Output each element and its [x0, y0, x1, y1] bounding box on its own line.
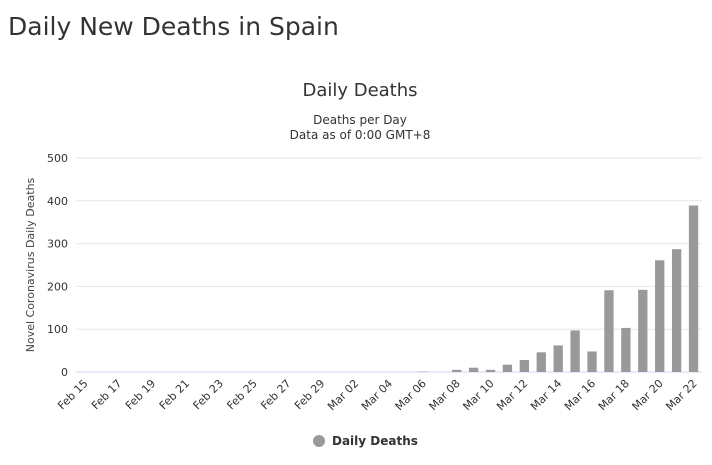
x-tick-label: Mar 14 — [528, 377, 564, 413]
x-tick-label: Mar 12 — [494, 377, 530, 413]
bar[interactable] — [604, 290, 614, 372]
x-tick-label: Feb 17 — [89, 377, 124, 412]
x-tick-label: Mar 04 — [359, 377, 395, 413]
bar[interactable] — [688, 205, 699, 372]
y-tick-label: 400 — [47, 195, 68, 208]
gridlines — [76, 157, 702, 373]
y-tick-label: 100 — [47, 323, 68, 336]
chart-subtitle-line-1: Deaths per Day — [313, 113, 407, 127]
bar[interactable] — [452, 369, 462, 372]
legend-label[interactable]: Daily Deaths — [332, 434, 418, 448]
x-tick-label: Mar 20 — [630, 377, 666, 413]
y-tick-label: 500 — [47, 152, 68, 165]
x-tick-label: Mar 02 — [325, 377, 361, 413]
x-tick-label: Feb 29 — [292, 377, 327, 412]
bar[interactable] — [655, 260, 665, 372]
bar[interactable] — [638, 289, 648, 372]
x-tick-label: Mar 06 — [393, 377, 429, 413]
x-tick-label: Feb 23 — [191, 377, 226, 412]
bar[interactable] — [671, 249, 682, 372]
y-tick-label: 200 — [47, 280, 68, 293]
bar[interactable] — [536, 352, 546, 372]
y-tick-label: 0 — [61, 366, 68, 379]
bar[interactable] — [502, 364, 513, 372]
y-tick-labels: 0 100 200 300 400 500 — [47, 152, 68, 379]
x-tick-label: Mar 18 — [596, 377, 632, 413]
x-tick-label: Feb 19 — [123, 377, 158, 412]
chart-title: Daily Deaths — [302, 80, 417, 101]
bar[interactable] — [587, 351, 597, 372]
legend[interactable]: Daily Deaths — [313, 434, 418, 448]
x-tick-label: Feb 15 — [55, 377, 90, 412]
x-tick-label: Feb 21 — [157, 377, 192, 412]
x-tick-label: Mar 22 — [663, 377, 699, 413]
bar[interactable] — [485, 369, 496, 372]
x-tick-label: Mar 10 — [460, 377, 496, 413]
bar[interactable] — [468, 367, 479, 372]
bars — [418, 205, 699, 372]
x-tick-label: Mar 16 — [562, 377, 598, 413]
chart-subtitle-line-2: Data as of 0:00 GMT+8 — [290, 128, 431, 142]
bar[interactable] — [519, 360, 530, 372]
y-axis-label: Novel Coronavirus Daily Deaths — [24, 177, 37, 352]
y-tick-label: 300 — [47, 238, 68, 251]
x-tick-label: Mar 08 — [427, 377, 463, 413]
bar[interactable] — [570, 330, 580, 372]
legend-marker — [313, 435, 325, 447]
x-tick-label: Feb 27 — [258, 377, 293, 412]
x-tick-label: Feb 25 — [224, 377, 259, 412]
page-heading: Daily New Deaths in Spain — [8, 12, 339, 41]
bar[interactable] — [553, 345, 563, 372]
bar[interactable] — [621, 327, 631, 372]
